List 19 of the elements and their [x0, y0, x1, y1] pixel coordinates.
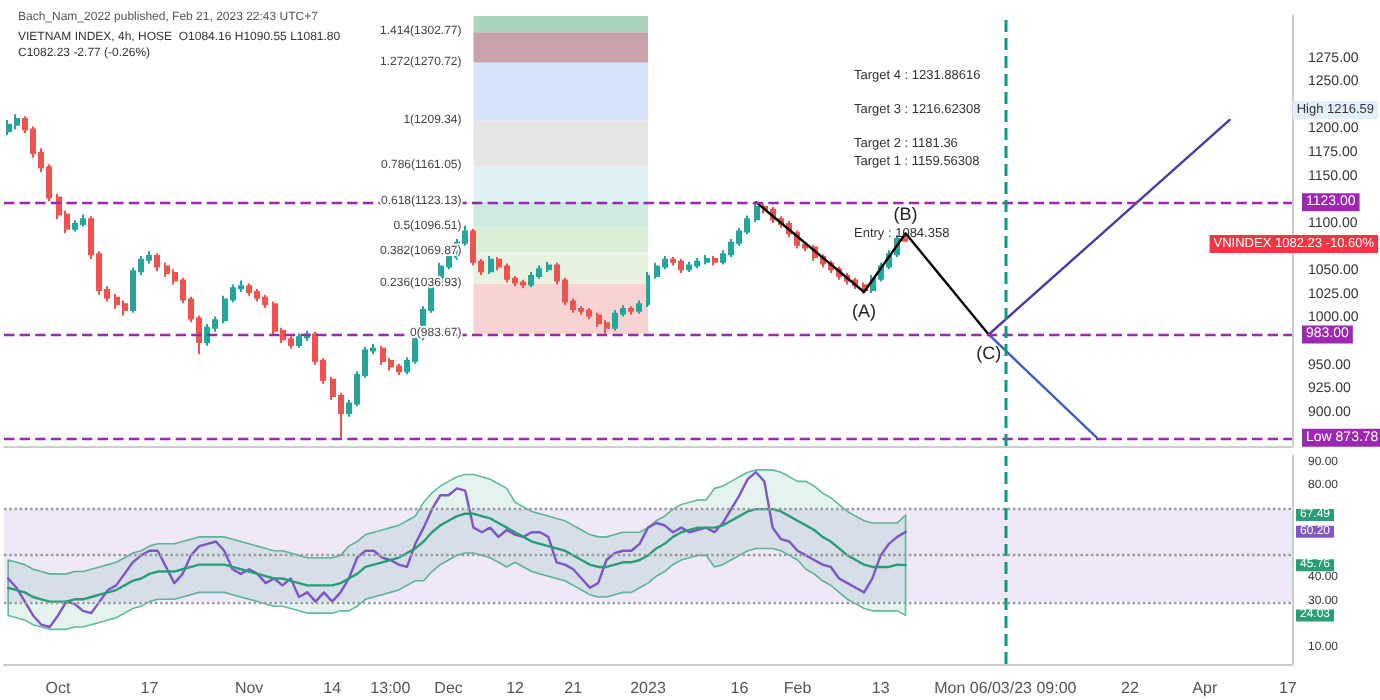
- x-tick-label: 16: [730, 679, 750, 697]
- x-tick-label: 14: [323, 679, 343, 697]
- x-tick-label: 2023: [630, 679, 667, 697]
- x-tick-label: 17: [140, 679, 160, 697]
- x-tick-label: Apr: [1192, 679, 1218, 697]
- data-label: (B): [893, 204, 918, 225]
- data-label: (A): [852, 300, 877, 321]
- x-tick-label: Dec: [434, 679, 463, 697]
- x-tick-label: Feb: [783, 679, 813, 697]
- x-tick-label: Nov: [234, 679, 264, 697]
- x-tick-label: Mon 06/03/23 09:00: [934, 679, 1078, 697]
- x-tick-label: 13:00: [370, 679, 412, 697]
- x-tick-label: Oct: [45, 679, 73, 697]
- x-tick-label: 21: [564, 679, 584, 697]
- x-tick-label: 17: [1278, 679, 1298, 697]
- x-tick-label: 13: [871, 679, 891, 697]
- x-tick-label: 22: [1121, 679, 1140, 697]
- data-label: (C): [976, 343, 1002, 364]
- x-tick-label: 12: [506, 679, 526, 697]
